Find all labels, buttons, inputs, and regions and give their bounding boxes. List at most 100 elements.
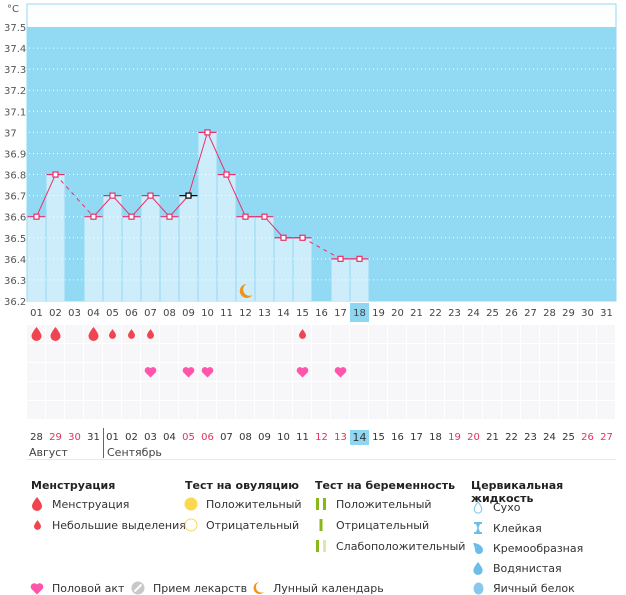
event-cell[interactable] xyxy=(141,325,159,343)
event-cell[interactable] xyxy=(198,401,216,419)
event-cell[interactable] xyxy=(559,401,577,419)
calendar-date[interactable]: 27 xyxy=(600,432,613,443)
calendar-date[interactable]: 13 xyxy=(334,432,347,443)
calendar-date-today[interactable]: 14 xyxy=(350,430,369,445)
event-cell[interactable] xyxy=(84,382,102,400)
calendar-date[interactable]: 28 xyxy=(30,432,43,443)
calendar-date[interactable]: 26 xyxy=(581,432,594,443)
event-cell[interactable] xyxy=(407,363,425,381)
event-cell[interactable] xyxy=(521,363,539,381)
event-cell[interactable] xyxy=(388,382,406,400)
event-cell[interactable] xyxy=(217,401,235,419)
calendar-date[interactable]: 12 xyxy=(315,432,328,443)
calendar-date[interactable]: 07 xyxy=(220,432,233,443)
event-cell[interactable] xyxy=(597,382,615,400)
event-cell[interactable] xyxy=(426,382,444,400)
event-cell[interactable] xyxy=(236,363,254,381)
event-cell[interactable] xyxy=(236,325,254,343)
calendar-date[interactable]: 19 xyxy=(448,432,461,443)
calendar-date[interactable]: 29 xyxy=(49,432,62,443)
event-cell[interactable] xyxy=(350,325,368,343)
event-cell[interactable] xyxy=(236,344,254,362)
event-cell[interactable] xyxy=(46,401,64,419)
event-cell[interactable] xyxy=(350,363,368,381)
calendar-date[interactable]: 11 xyxy=(296,432,309,443)
event-cell[interactable] xyxy=(274,325,292,343)
event-cell[interactable] xyxy=(350,344,368,362)
event-cell[interactable] xyxy=(179,401,197,419)
event-cell[interactable] xyxy=(46,363,64,381)
event-cell[interactable] xyxy=(388,363,406,381)
event-cell[interactable] xyxy=(445,401,463,419)
event-cell[interactable] xyxy=(521,382,539,400)
event-cell[interactable] xyxy=(103,382,121,400)
event-cell[interactable] xyxy=(122,401,140,419)
event-cell[interactable] xyxy=(483,401,501,419)
event-cell[interactable] xyxy=(84,363,102,381)
event-cell[interactable] xyxy=(122,363,140,381)
event-cell[interactable] xyxy=(464,325,482,343)
event-cell[interactable] xyxy=(559,363,577,381)
event-cell[interactable] xyxy=(521,401,539,419)
calendar-date[interactable]: 08 xyxy=(239,432,252,443)
event-cell[interactable] xyxy=(426,344,444,362)
event-cell[interactable] xyxy=(274,344,292,362)
event-cell[interactable] xyxy=(388,344,406,362)
event-cell[interactable] xyxy=(407,382,425,400)
event-cell[interactable] xyxy=(293,401,311,419)
calendar-date[interactable]: 21 xyxy=(486,432,499,443)
event-cell[interactable] xyxy=(502,344,520,362)
event-cell[interactable] xyxy=(578,344,596,362)
event-cell[interactable] xyxy=(540,344,558,362)
calendar-date[interactable]: 23 xyxy=(524,432,537,443)
calendar-date[interactable]: 17 xyxy=(410,432,423,443)
event-cell[interactable] xyxy=(597,401,615,419)
event-cell[interactable] xyxy=(103,344,121,362)
calendar-date[interactable]: 01 xyxy=(106,432,119,443)
event-cell[interactable] xyxy=(559,325,577,343)
calendar-date[interactable]: 09 xyxy=(258,432,271,443)
event-cell[interactable] xyxy=(331,401,349,419)
event-cell[interactable] xyxy=(160,325,178,343)
event-cell[interactable] xyxy=(521,325,539,343)
calendar-date[interactable]: 10 xyxy=(277,432,290,443)
event-cell[interactable] xyxy=(502,363,520,381)
event-cell[interactable] xyxy=(426,325,444,343)
event-cell[interactable] xyxy=(103,363,121,381)
calendar-date[interactable]: 04 xyxy=(163,432,176,443)
event-cell[interactable] xyxy=(293,382,311,400)
event-cell[interactable] xyxy=(388,401,406,419)
event-cell[interactable] xyxy=(46,382,64,400)
calendar-date[interactable]: 02 xyxy=(125,432,138,443)
calendar-date[interactable]: 30 xyxy=(68,432,81,443)
calendar-date[interactable]: 25 xyxy=(562,432,575,443)
calendar-date[interactable]: 16 xyxy=(391,432,404,443)
event-cell[interactable] xyxy=(160,401,178,419)
event-cell[interactable] xyxy=(445,344,463,362)
event-cell[interactable] xyxy=(502,401,520,419)
event-cell[interactable] xyxy=(179,382,197,400)
event-cell[interactable] xyxy=(255,401,273,419)
event-cell[interactable] xyxy=(217,344,235,362)
event-cell[interactable] xyxy=(274,382,292,400)
calendar-date[interactable]: 31 xyxy=(87,432,100,443)
event-cell[interactable] xyxy=(217,325,235,343)
event-cell[interactable] xyxy=(141,382,159,400)
event-cell[interactable] xyxy=(464,382,482,400)
event-cell[interactable] xyxy=(540,363,558,381)
event-cell[interactable] xyxy=(217,382,235,400)
event-cell[interactable] xyxy=(141,363,159,381)
event-cell[interactable] xyxy=(103,325,121,343)
event-cell[interactable] xyxy=(179,325,197,343)
event-cell[interactable] xyxy=(369,325,387,343)
event-cell[interactable] xyxy=(122,344,140,362)
event-cell[interactable] xyxy=(65,344,83,362)
event-cell[interactable] xyxy=(160,344,178,362)
event-cell[interactable] xyxy=(27,401,45,419)
event-cell[interactable] xyxy=(198,382,216,400)
event-cell[interactable] xyxy=(578,401,596,419)
calendar-date[interactable]: 05 xyxy=(182,432,195,443)
calendar-date[interactable]: 03 xyxy=(144,432,157,443)
event-cell[interactable] xyxy=(293,325,311,343)
event-cell[interactable] xyxy=(255,363,273,381)
